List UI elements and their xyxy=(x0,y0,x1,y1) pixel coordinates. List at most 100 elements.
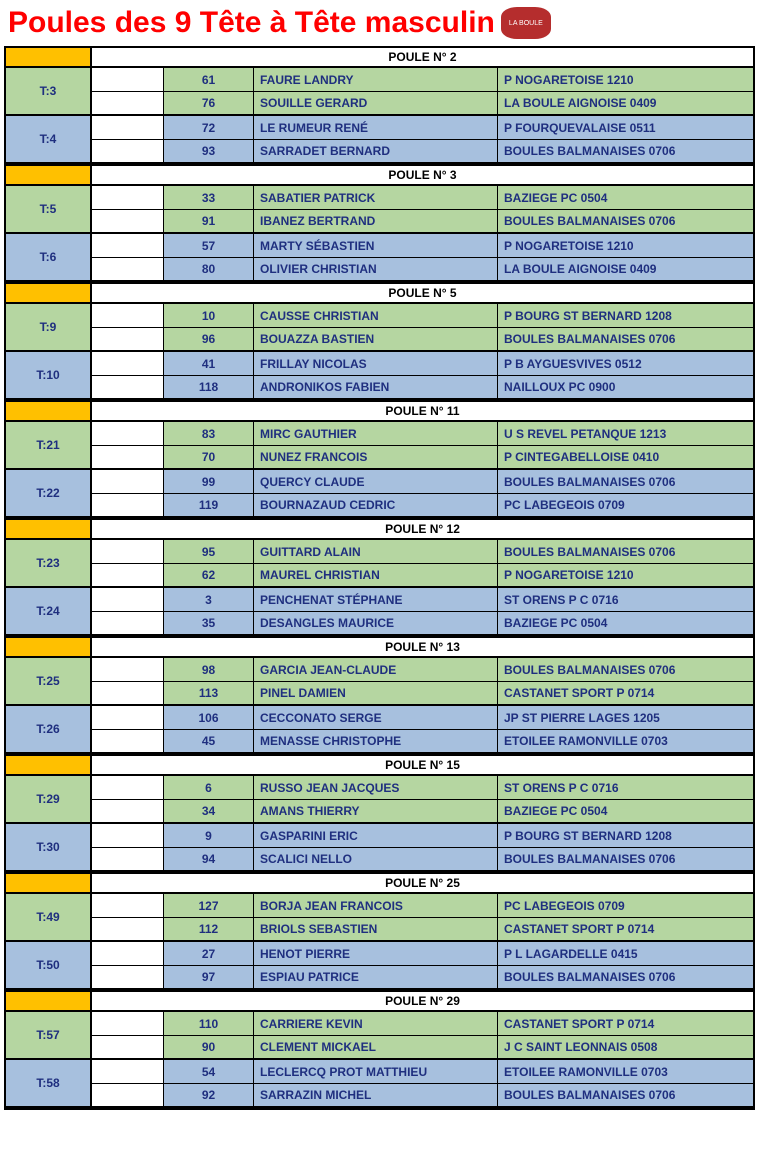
player-row: 96BOUAZZA BASTIENBOULES BALMANAISES 0706 xyxy=(92,327,753,350)
gap-cell xyxy=(92,494,164,516)
match-group: T:533SABATIER PATRICKBAZIEGE PC 050491IB… xyxy=(6,186,753,234)
match-group: T:361FAURE LANDRYP NOGARETOISE 121076SOU… xyxy=(6,68,753,116)
player-name: DESANGLES MAURICE xyxy=(254,612,498,634)
poule-title: POULE N° 12 xyxy=(92,520,753,538)
player-row: 118ANDRONIKOS FABIENNAILLOUX PC 0900 xyxy=(92,375,753,398)
player-name: ESPIAU PATRICE xyxy=(254,966,498,988)
player-number: 35 xyxy=(164,612,254,634)
player-rows: 127BORJA JEAN FRANCOISPC LABEGEOIS 0709 1… xyxy=(92,894,753,940)
player-rows: 41FRILLAY NICOLASP B AYGUESVIVES 0512118… xyxy=(92,352,753,398)
player-name: QUERCY CLAUDE xyxy=(254,470,498,493)
player-name: SARRADET BERNARD xyxy=(254,140,498,162)
poule-header-row: POULE N° 2 xyxy=(6,48,753,68)
player-club: LA BOULE AIGNOISE 0409 xyxy=(498,92,753,114)
player-name: NUNEZ FRANCOIS xyxy=(254,446,498,468)
player-row: 27HENOT PIERREP L LAGARDELLE 0415 xyxy=(92,942,753,965)
player-name: MENASSE CHRISTOPHE xyxy=(254,730,498,752)
player-name: SCALICI NELLO xyxy=(254,848,498,870)
poules-container: POULE N° 2T:361FAURE LANDRYP NOGARETOISE… xyxy=(4,46,755,1110)
poule-header-row: POULE N° 5 xyxy=(6,284,753,304)
player-number: 45 xyxy=(164,730,254,752)
player-rows: 57MARTY SÉBASTIENP NOGARETOISE 121080OLI… xyxy=(92,234,753,280)
match-group: T:2183MIRC GAUTHIERU S REVEL PETANQUE 12… xyxy=(6,422,753,470)
player-club: BOULES BALMANAISES 0706 xyxy=(498,848,753,870)
player-club: P NOGARETOISE 1210 xyxy=(498,564,753,586)
terrain-cell: T:26 xyxy=(6,706,92,752)
player-club: BOULES BALMANAISES 0706 xyxy=(498,966,753,988)
orange-marker xyxy=(6,48,92,66)
player-row: 94SCALICI NELLOBOULES BALMANAISES 0706 xyxy=(92,847,753,870)
player-row: 70NUNEZ FRANCOISP CINTEGABELLOISE 0410 xyxy=(92,445,753,468)
gap-cell xyxy=(92,422,164,445)
player-number: 106 xyxy=(164,706,254,729)
poule-block: POULE N° 5T:910CAUSSE CHRISTIANP BOURG S… xyxy=(4,282,755,400)
player-club: CASTANET SPORT P 0714 xyxy=(498,682,753,704)
gap-cell xyxy=(92,68,164,91)
player-name: SOUILLE GERARD xyxy=(254,92,498,114)
player-number: 119 xyxy=(164,494,254,516)
player-name: LECLERCQ PROT MATTHIEU xyxy=(254,1060,498,1083)
player-row: 61FAURE LANDRYP NOGARETOISE 1210 xyxy=(92,68,753,91)
player-name: ANDRONIKOS FABIEN xyxy=(254,376,498,398)
player-row: 34AMANS THIERRYBAZIEGE PC 0504 xyxy=(92,799,753,822)
player-name: SABATIER PATRICK xyxy=(254,186,498,209)
player-number: 127 xyxy=(164,894,254,917)
player-name: MAUREL CHRISTIAN xyxy=(254,564,498,586)
player-club: BAZIEGE PC 0504 xyxy=(498,186,753,209)
player-row: 91IBANEZ BERTRANDBOULES BALMANAISES 0706 xyxy=(92,209,753,232)
player-club: P CINTEGABELLOISE 0410 xyxy=(498,446,753,468)
gap-cell xyxy=(92,352,164,375)
player-club: J C SAINT LEONNAIS 0508 xyxy=(498,1036,753,1058)
player-club: ETOILEE RAMONVILLE 0703 xyxy=(498,1060,753,1083)
player-row: 106CECCONATO SERGEJP ST PIERRE LAGES 120… xyxy=(92,706,753,729)
player-number: 27 xyxy=(164,942,254,965)
terrain-cell: T:4 xyxy=(6,116,92,162)
player-club: PC LABEGEOIS 0709 xyxy=(498,894,753,917)
gap-cell xyxy=(92,1012,164,1035)
poule-header-row: POULE N° 25 xyxy=(6,874,753,894)
terrain-cell: T:3 xyxy=(6,68,92,114)
player-number: 95 xyxy=(164,540,254,563)
gap-cell xyxy=(92,564,164,586)
gap-cell xyxy=(92,658,164,681)
match-group: T:472LE RUMEUR RENÉP FOURQUEVALAISE 0511… xyxy=(6,116,753,164)
player-row: 3PENCHENAT STÉPHANEST ORENS P C 0716 xyxy=(92,588,753,611)
player-rows: 95GUITTARD ALAINBOULES BALMANAISES 07066… xyxy=(92,540,753,586)
player-row: 119BOURNAZAUD CEDRICPC LABEGEOIS 0709 xyxy=(92,493,753,516)
player-rows: 54LECLERCQ PROT MATTHIEUETOILEE RAMONVIL… xyxy=(92,1060,753,1106)
orange-marker xyxy=(6,756,92,774)
player-name: IBANEZ BERTRAND xyxy=(254,210,498,232)
player-club: LA BOULE AIGNOISE 0409 xyxy=(498,258,753,280)
poule-title: POULE N° 3 xyxy=(92,166,753,184)
player-name: BORJA JEAN FRANCOIS xyxy=(254,894,498,917)
terrain-cell: T:6 xyxy=(6,234,92,280)
orange-marker xyxy=(6,520,92,538)
match-group: T:5854LECLERCQ PROT MATTHIEUETOILEE RAMO… xyxy=(6,1060,753,1108)
player-number: 93 xyxy=(164,140,254,162)
player-number: 112 xyxy=(164,918,254,940)
poule-title: POULE N° 2 xyxy=(92,48,753,66)
gap-cell xyxy=(92,588,164,611)
poule-header-row: POULE N° 15 xyxy=(6,756,753,776)
player-number: 62 xyxy=(164,564,254,586)
player-rows: 27HENOT PIERREP L LAGARDELLE 041597ESPIA… xyxy=(92,942,753,988)
orange-marker xyxy=(6,638,92,656)
poule-title: POULE N° 25 xyxy=(92,874,753,892)
player-club: BOULES BALMANAISES 0706 xyxy=(498,470,753,493)
poule-title: POULE N° 15 xyxy=(92,756,753,774)
player-club: NAILLOUX PC 0900 xyxy=(498,376,753,398)
terrain-cell: T:25 xyxy=(6,658,92,704)
player-row: 95GUITTARD ALAINBOULES BALMANAISES 0706 xyxy=(92,540,753,563)
orange-marker xyxy=(6,284,92,302)
poule-block: POULE N° 13T:2598GARCIA JEAN-CLAUDEBOULE… xyxy=(4,636,755,754)
player-number: 83 xyxy=(164,422,254,445)
match-group: T:57110CARRIERE KEVINCASTANET SPORT P 07… xyxy=(6,1012,753,1060)
poule-block: POULE N° 29T:57110CARRIERE KEVINCASTANET… xyxy=(4,990,755,1108)
player-number: 97 xyxy=(164,966,254,988)
gap-cell xyxy=(92,848,164,870)
gap-cell xyxy=(92,706,164,729)
player-row: 97ESPIAU PATRICEBOULES BALMANAISES 0706 xyxy=(92,965,753,988)
gap-cell xyxy=(92,376,164,398)
match-group: T:2395GUITTARD ALAINBOULES BALMANAISES 0… xyxy=(6,540,753,588)
player-name: BOURNAZAUD CEDRIC xyxy=(254,494,498,516)
